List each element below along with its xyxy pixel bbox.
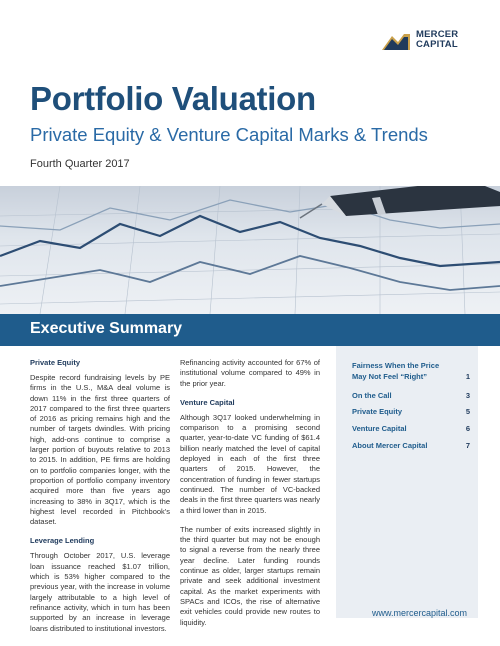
section-heading-private-equity: Private Equity	[30, 358, 81, 367]
logo-mark-icon	[382, 34, 410, 50]
toc-item-private-equity[interactable]: Private Equity 5	[352, 406, 470, 417]
toc-item-page: 7	[465, 441, 470, 450]
section-heading-leverage-lending: Leverage Lending	[30, 536, 95, 546]
report-period: Fourth Quarter 2017	[30, 158, 130, 170]
toc-item-label: On the Call	[352, 391, 392, 400]
toc-item-page: 5	[465, 407, 470, 416]
toc-item-label: Private Equity	[352, 407, 403, 416]
toc-item-about-mercer-capital[interactable]: About Mercer Capital 7	[352, 440, 470, 451]
summary-column-1: Private Equity Despite record fundraisin…	[30, 358, 170, 643]
exits-paragraph: The number of exits increased slightly i…	[180, 524, 320, 627]
report-subtitle: Private Equity & Venture Capital Marks &…	[30, 124, 428, 145]
toc-item-page: 3	[465, 391, 470, 400]
mercer-capital-logo: MERCER CAPITAL	[382, 30, 482, 52]
toc-item-fairness[interactable]: Fairness When the Price May Not Feel “Ri…	[352, 360, 470, 382]
summary-column-2: Refinancing activity accounted for 67% o…	[180, 358, 320, 637]
toc-item-label: Venture Capital	[352, 424, 407, 433]
logo-line-2: CAPITAL	[416, 39, 458, 50]
pen-and-chart-illustration	[0, 186, 500, 314]
section-heading-venture-capital: Venture Capital	[180, 397, 235, 407]
toc-item-page: 6	[465, 424, 470, 433]
toc-item-venture-capital[interactable]: Venture Capital 6	[352, 423, 470, 434]
venture-capital-paragraph: Although 3Q17 looked underwhelming in co…	[180, 412, 320, 515]
logo-text: MERCER CAPITAL	[416, 30, 458, 50]
toc-item-page: 1	[465, 372, 470, 381]
report-title: Portfolio Valuation	[30, 80, 316, 117]
logo-line-1: MERCER	[416, 29, 459, 40]
website-link[interactable]: www.mercercapital.com	[372, 608, 468, 618]
toc-item-on-the-call[interactable]: On the Call 3	[352, 390, 470, 401]
executive-summary-banner: Executive Summary	[0, 314, 500, 346]
leverage-lending-paragraph: Through October 2017, U.S. leverage loan…	[30, 551, 170, 633]
toc-item-label: About Mercer Capital	[352, 441, 428, 450]
toc-item-label: Fairness When the Price May Not Feel “Ri…	[352, 361, 440, 381]
hero-image	[0, 186, 500, 314]
table-of-contents: Fairness When the Price May Not Feel “Ri…	[336, 346, 478, 618]
banner-title: Executive Summary	[30, 320, 183, 337]
refinancing-paragraph: Refinancing activity accounted for 67% o…	[180, 358, 320, 388]
private-equity-paragraph: Despite record fundraising levels by PE …	[30, 373, 170, 527]
